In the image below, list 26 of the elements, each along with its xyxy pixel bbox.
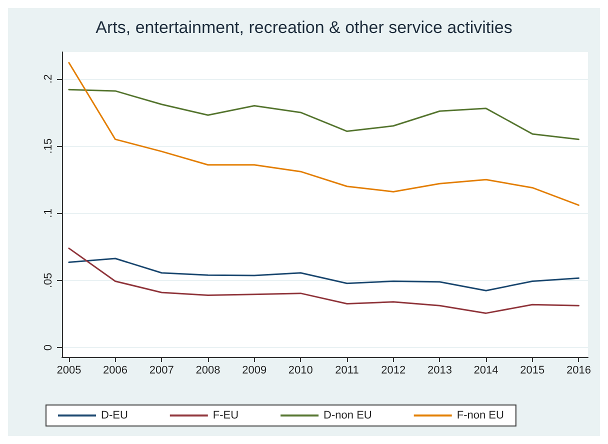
x-tick-label: 2008: [196, 364, 220, 376]
line-series: [68, 62, 580, 206]
y-tick-label: .05: [42, 272, 54, 288]
line-series: [68, 248, 580, 314]
legend-label: D-EU: [101, 410, 128, 422]
chart-title: Arts, entertainment, recreation & other service activities: [96, 18, 512, 37]
line-series: [68, 258, 580, 292]
x-tick-label: 2012: [381, 364, 406, 376]
x-tick-label: 2011: [335, 364, 359, 376]
x-tick-label: 2016: [566, 364, 591, 376]
x-tick-label: 2005: [56, 364, 82, 376]
y-tick-label: .2: [42, 74, 54, 84]
x-tick-label: 2014: [474, 364, 498, 376]
legend-label: F-non EU: [456, 410, 504, 422]
legend-label: D-non EU: [324, 410, 372, 422]
x-tick-label: 2010: [288, 364, 313, 376]
x-tick-label: 2007: [149, 364, 174, 376]
line-series: [68, 88, 580, 140]
y-tick-label: 0: [42, 344, 54, 351]
x-tick-label: 2013: [427, 364, 452, 376]
x-tick-label: 2006: [103, 364, 128, 376]
x-tick-label: 2009: [242, 364, 267, 376]
y-tick-label: .1: [42, 208, 54, 218]
y-tick-label: .15: [42, 138, 54, 154]
legend-label: F-EU: [212, 410, 239, 422]
x-tick-label: 2015: [520, 364, 545, 376]
